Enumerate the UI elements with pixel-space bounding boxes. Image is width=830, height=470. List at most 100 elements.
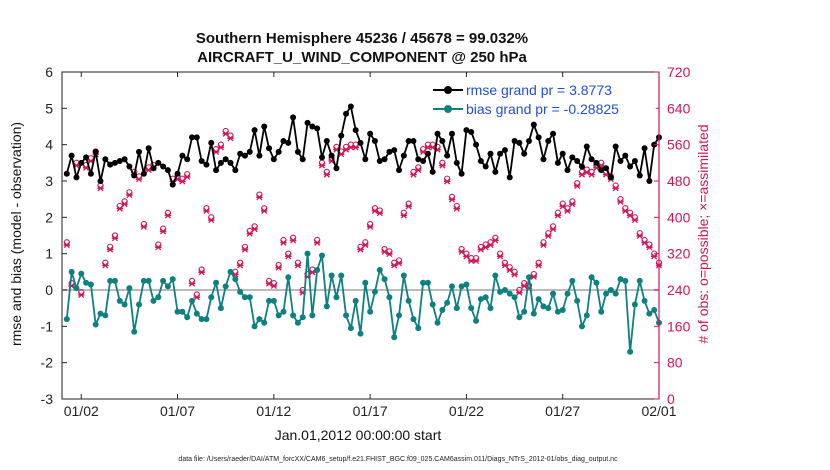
bias-series-point — [367, 308, 374, 315]
rmse-series-point — [352, 127, 359, 134]
y-left-tick-label: -2 — [41, 355, 54, 371]
rmse-series-point — [179, 152, 186, 159]
obs-assimilated-marker — [217, 144, 225, 151]
bias-series-point — [593, 279, 600, 286]
rmse-series-point — [381, 156, 388, 163]
bias-series-point — [160, 277, 167, 284]
y-left-tick-label: -3 — [41, 391, 54, 407]
obs-assimilated-marker — [159, 228, 167, 235]
obs-assimilated-marker — [443, 178, 451, 185]
rmse-series-point — [314, 125, 321, 132]
bias-series-point — [140, 277, 147, 284]
bias-series-point — [607, 287, 614, 293]
bias-series-point — [328, 272, 335, 279]
bias-series-point — [511, 294, 518, 301]
obs-assimilated-marker — [646, 244, 653, 251]
rmse-series-point — [203, 161, 210, 168]
rmse-series-point — [160, 163, 167, 170]
rmse-series-point — [559, 150, 566, 157]
rmse-series-point — [458, 170, 465, 177]
rmse-series-point — [87, 170, 94, 177]
obs-assimilated-marker — [78, 291, 85, 299]
rmse-series-point — [270, 156, 277, 163]
rmse-series-point — [232, 167, 239, 174]
rmse-series-point — [333, 165, 340, 172]
bias-series-point — [68, 268, 75, 275]
obs-assimilated-marker — [106, 246, 114, 253]
bias-series-point — [232, 276, 239, 283]
rmse-series-point — [598, 167, 605, 174]
bias-series-point — [357, 330, 364, 337]
bias-series-point — [116, 297, 123, 304]
obs-assimilated-marker — [208, 216, 215, 224]
rmse-series-point — [136, 148, 143, 155]
rmse-series-point — [261, 123, 268, 130]
rmse-series-point — [217, 159, 224, 166]
y-right-tick-label: 80 — [667, 355, 683, 371]
rmse-series-point — [521, 150, 528, 157]
obs-assimilated-marker — [357, 246, 364, 253]
bias-series-point — [458, 283, 465, 290]
bias-series-point — [131, 328, 138, 335]
bias-series-point — [535, 296, 542, 303]
obs-assimilated-marker — [212, 148, 220, 155]
rmse-series-point — [396, 167, 403, 174]
bias-series-point — [391, 334, 398, 341]
rmse-series-point — [121, 156, 128, 163]
bias-series-point — [550, 290, 557, 297]
bias-series-point — [468, 305, 475, 312]
bias-series-point — [434, 319, 441, 326]
y-left-tick-label: -1 — [41, 318, 54, 334]
bias-series-point — [497, 288, 504, 295]
obs-assimilated-marker — [203, 207, 210, 215]
rmse-series-point — [338, 132, 345, 139]
legend-rmse-marker — [444, 86, 452, 94]
x-tick-label: 02/01 — [641, 403, 676, 419]
rmse-series-point — [73, 174, 80, 181]
rmse-series-point — [208, 139, 215, 146]
obs-assimilated-marker — [487, 241, 494, 249]
bias-series-point — [294, 319, 301, 326]
y-left-tick-label: 6 — [45, 64, 53, 80]
obs-assimilated-marker — [251, 226, 258, 233]
rmse-series-point — [362, 156, 369, 163]
rmse-series-point — [444, 152, 451, 159]
obs-assimilated-marker — [386, 251, 393, 258]
bias-series-point — [256, 316, 263, 323]
rmse-series-point — [63, 170, 70, 177]
bias-series-point — [343, 312, 350, 319]
y-left-tick-label: 5 — [45, 100, 53, 116]
legend-bias-marker — [444, 105, 452, 113]
obs-assimilated-marker — [116, 205, 123, 212]
x-axis-label: Jan.01,2012 00:00:00 start — [275, 427, 442, 443]
rmse-series-point — [497, 150, 504, 157]
bias-series-point — [246, 294, 253, 301]
rmse-series-point — [603, 165, 610, 172]
bias-series-point — [463, 281, 470, 288]
bias-series-point — [87, 281, 94, 288]
rmse-series-point — [193, 134, 200, 141]
obs-assimilated-marker — [246, 230, 253, 237]
bias-series-point — [559, 306, 566, 313]
obs-assimilated-marker — [569, 201, 576, 208]
obs-assimilated-marker — [439, 162, 446, 169]
rmse-series-point — [290, 114, 297, 121]
bias-series-point — [477, 296, 484, 303]
obs-assimilated-marker — [415, 167, 422, 174]
bias-series-point — [111, 277, 118, 284]
rmse-series-point — [477, 158, 484, 165]
obs-assimilated-marker — [121, 201, 128, 208]
obs-assimilated-marker — [294, 262, 302, 269]
chart-title: Southern Hemisphere 45236 / 45678 = 99.0… — [196, 30, 528, 47]
bias-series-point — [429, 301, 436, 308]
bias-series-point — [482, 294, 489, 301]
rmse-series-point — [574, 158, 581, 165]
bias-series-point — [299, 314, 306, 321]
rmse-series-point — [227, 159, 234, 166]
y-right-tick-label: 480 — [667, 173, 691, 189]
rmse-series-point — [448, 130, 455, 137]
y-axis-right-label: # of obs: o=possible; ×=assimilated — [695, 124, 711, 343]
rmse-series-point — [184, 156, 191, 163]
rmse-series-point — [588, 156, 595, 163]
bias-series-point — [448, 283, 455, 290]
